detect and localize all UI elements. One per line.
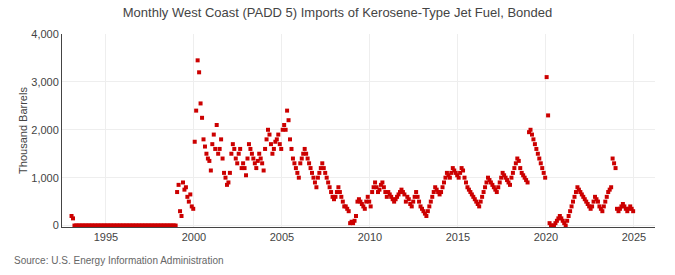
svg-text:1995: 1995 [94,231,118,243]
svg-text:2020: 2020 [534,231,558,243]
svg-text:2005: 2005 [270,231,294,243]
svg-text:2000: 2000 [182,231,206,243]
svg-text:3,000: 3,000 [31,76,59,88]
svg-text:Source: U.S. Energy Informatio: Source: U.S. Energy Information Administ… [14,255,224,266]
svg-text:1,000: 1,000 [31,172,59,184]
svg-text:2,000: 2,000 [31,124,59,136]
svg-text:4,000: 4,000 [31,28,59,40]
svg-text:Thousand Barrels: Thousand Barrels [17,87,29,174]
svg-text:2015: 2015 [446,231,470,243]
svg-text:2010: 2010 [358,231,382,243]
svg-text:2025: 2025 [622,231,646,243]
svg-text:Monthly West Coast (PADD 5) Im: Monthly West Coast (PADD 5) Imports of K… [123,5,552,20]
svg-text:0: 0 [53,219,59,231]
